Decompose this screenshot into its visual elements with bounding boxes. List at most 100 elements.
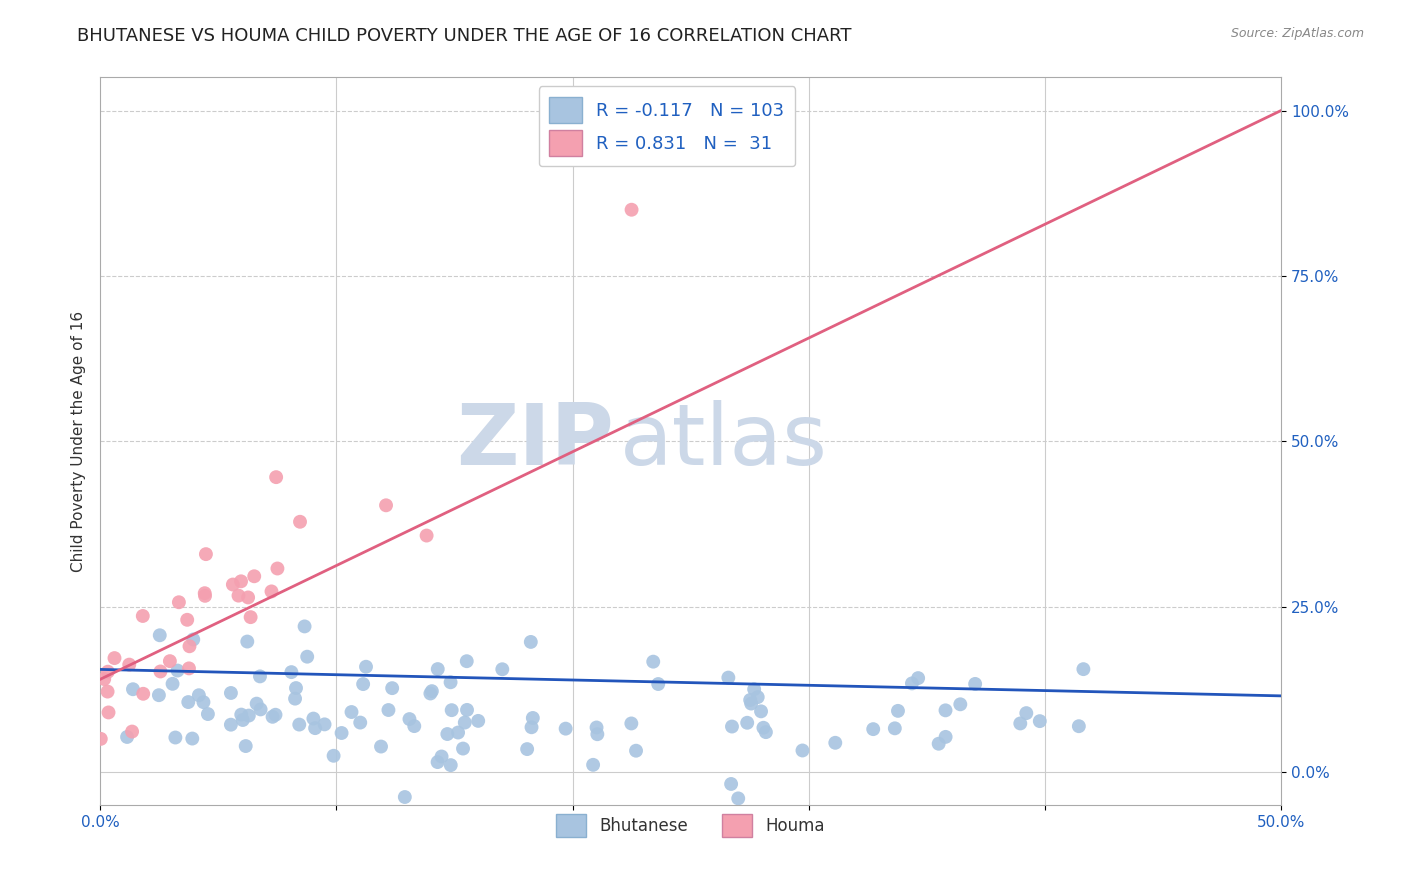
Point <box>284 691 307 706</box>
Point <box>222 577 245 591</box>
Point <box>187 688 209 702</box>
Point <box>491 662 513 676</box>
Point <box>103 651 125 665</box>
Point <box>935 730 957 744</box>
Point <box>377 703 399 717</box>
Point <box>949 698 972 712</box>
Point <box>824 736 846 750</box>
Point <box>887 704 910 718</box>
Point <box>231 707 253 722</box>
Point <box>264 707 287 722</box>
Point <box>647 677 669 691</box>
Point <box>249 702 271 716</box>
Point <box>792 743 814 757</box>
Point <box>516 742 538 756</box>
Point <box>404 719 426 733</box>
Point <box>238 708 260 723</box>
Point <box>456 703 478 717</box>
Point <box>742 682 765 697</box>
Point <box>419 686 441 700</box>
Point <box>755 725 778 739</box>
Point <box>415 528 437 542</box>
Point <box>90 731 112 746</box>
Text: ZIP: ZIP <box>456 400 614 483</box>
Point <box>901 676 924 690</box>
Point <box>375 498 398 512</box>
Point <box>93 672 115 686</box>
Point <box>522 711 544 725</box>
Point <box>236 634 259 648</box>
Point <box>118 657 141 672</box>
Point <box>304 721 326 735</box>
Point <box>97 706 120 720</box>
Point <box>883 722 905 736</box>
Point <box>717 671 740 685</box>
Point <box>294 619 316 633</box>
Point <box>314 717 336 731</box>
Point <box>177 661 200 675</box>
Point <box>643 655 665 669</box>
Point <box>398 712 420 726</box>
Point <box>586 727 609 741</box>
Point <box>132 687 155 701</box>
Point <box>520 720 543 734</box>
Point <box>194 547 217 561</box>
Point <box>179 640 201 654</box>
Point <box>862 722 884 736</box>
Point <box>295 649 318 664</box>
Point <box>454 715 477 730</box>
Point <box>232 713 254 727</box>
Point <box>132 609 155 624</box>
Point <box>749 704 772 718</box>
Point <box>219 717 242 731</box>
Point <box>165 731 187 745</box>
Point <box>162 677 184 691</box>
Point <box>928 737 950 751</box>
Point <box>260 584 283 599</box>
Y-axis label: Child Poverty Under the Age of 16: Child Poverty Under the Age of 16 <box>72 310 86 572</box>
Point <box>239 610 262 624</box>
Point <box>1015 706 1038 720</box>
Point <box>97 665 120 679</box>
Point <box>370 739 392 754</box>
Point <box>1067 719 1090 733</box>
Point <box>166 664 188 678</box>
Point <box>249 669 271 683</box>
Point <box>582 757 605 772</box>
Point <box>149 628 172 642</box>
Point <box>97 684 120 698</box>
Point <box>440 758 463 772</box>
Point <box>288 717 311 731</box>
Point <box>181 632 204 647</box>
Point <box>288 515 311 529</box>
Point <box>243 569 266 583</box>
Point <box>727 791 749 805</box>
Point <box>965 677 987 691</box>
Point <box>330 726 353 740</box>
Point <box>352 677 374 691</box>
Point <box>194 589 217 603</box>
Point <box>194 586 217 600</box>
Text: Source: ZipAtlas.com: Source: ZipAtlas.com <box>1230 27 1364 40</box>
Point <box>467 714 489 728</box>
Point <box>624 744 647 758</box>
Text: BHUTANESE VS HOUMA CHILD POVERTY UNDER THE AGE OF 16 CORRELATION CHART: BHUTANESE VS HOUMA CHILD POVERTY UNDER T… <box>77 27 852 45</box>
Point <box>456 654 478 668</box>
Point <box>620 716 643 731</box>
Point <box>159 654 181 668</box>
Point <box>735 715 758 730</box>
Point <box>585 721 607 735</box>
Point <box>762 150 785 164</box>
Point <box>177 695 200 709</box>
Point <box>340 705 363 719</box>
Point <box>148 688 170 702</box>
Point <box>197 707 219 722</box>
Point <box>426 662 449 676</box>
Point <box>235 739 257 753</box>
Point <box>554 722 576 736</box>
Point <box>122 682 145 697</box>
Point <box>381 681 404 695</box>
Point <box>149 665 172 679</box>
Point <box>520 635 543 649</box>
Point <box>229 574 252 589</box>
